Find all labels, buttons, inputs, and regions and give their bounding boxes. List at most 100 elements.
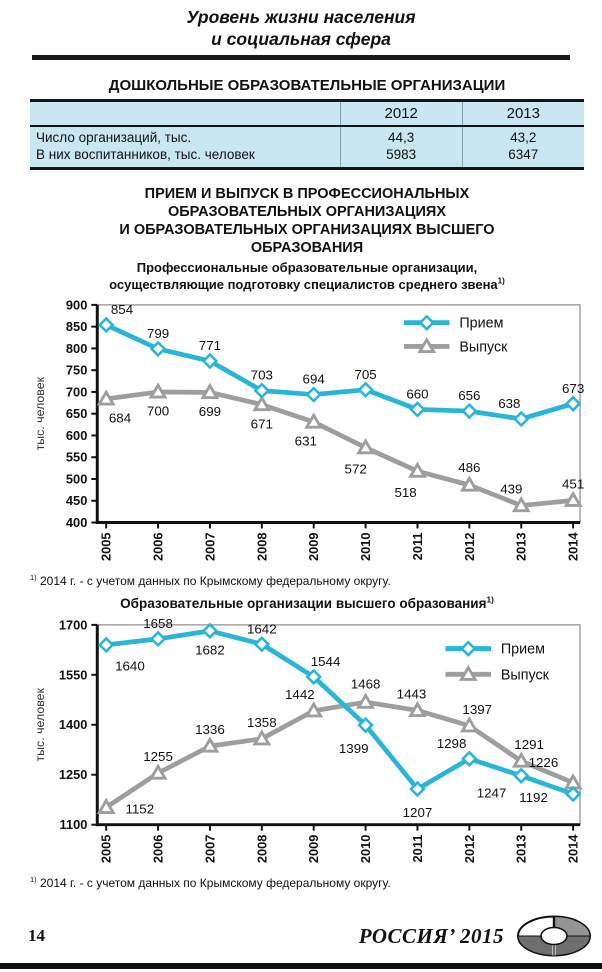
data-label: 684 — [109, 411, 132, 426]
y-tick-label: 850 — [66, 319, 87, 334]
triangle-marker — [511, 751, 531, 768]
data-label: 1358 — [247, 715, 277, 730]
data-label: 638 — [498, 396, 520, 411]
x-tick-label: 2013 — [514, 533, 529, 562]
series-line — [105, 389, 574, 509]
y-tick-label: 1100 — [60, 817, 88, 832]
triangle-marker — [200, 736, 220, 753]
triangle-marker — [408, 461, 427, 478]
data-label: 1152 — [125, 802, 154, 817]
diamond-marker — [459, 640, 477, 658]
diamond-marker — [253, 636, 271, 653]
data-label: 486 — [458, 460, 480, 475]
legend-label: Прием — [459, 316, 503, 332]
diamond-marker — [253, 382, 271, 400]
chart2-footnote: 1) 2014 г. - с учетом данных по Крымском… — [30, 875, 391, 891]
table-col-header-2012: 2012 — [339, 100, 463, 128]
chart-higher-education-admission-graduation: 1100 1250 1400 1550 1700 2005 2006 2007 2008 2009… — [30, 613, 584, 874]
x-tick-label: 2008 — [254, 835, 269, 864]
data-label: 673 — [562, 381, 584, 396]
section-title: ПРИЕМ И ВЫПУСК В ПРОФЕССИОНАЛЬНЫХ ОБРАЗО… — [30, 185, 584, 257]
triangle-marker — [459, 716, 479, 733]
section-title-line2: ОБРАЗОВАТЕЛЬНЫХ ОРГАНИЗАЦИЯХ — [167, 204, 446, 221]
y-tick-label: 1700 — [59, 618, 88, 633]
triangle-marker — [563, 490, 583, 508]
table-header-row: 2012 2013 — [30, 100, 584, 128]
data-label: 1443 — [397, 687, 427, 702]
y-tick-label: 400 — [66, 515, 87, 530]
y-tick-label: 650 — [66, 406, 87, 421]
x-tick-label: 2010 — [358, 533, 373, 562]
triangle-marker — [408, 701, 427, 718]
chart-svg: 400 450 500 550 600 650 700 750 800 850 900 2005 200… — [33, 298, 584, 562]
footnote-marker: 1) — [486, 594, 494, 605]
data-label: 1544 — [311, 654, 341, 669]
table-row: Число организаций, тыс. 44,3 43,2 — [30, 126, 584, 147]
diamond-marker — [418, 314, 435, 332]
data-label: 518 — [394, 485, 416, 500]
data-label: 694 — [303, 372, 326, 387]
data-label: 1207 — [403, 805, 433, 820]
triangle-marker — [96, 798, 116, 815]
data-label: 1247 — [477, 786, 507, 801]
diamond-marker — [305, 386, 322, 404]
y-tick-label: 1250 — [59, 767, 88, 782]
data-label: 854 — [111, 302, 134, 317]
y-tick-label: 1550 — [59, 668, 88, 683]
y-tick-label: 700 — [66, 385, 87, 400]
y-tick-label: 600 — [66, 428, 87, 443]
data-label: 700 — [147, 404, 169, 419]
preschool-table-title: ДОШКОЛЬНЫЕ ОБРАЗОВАТЕЛЬНЫЕ ОРГАНИЗАЦИИ — [108, 77, 506, 94]
x-tick-label: 2008 — [254, 533, 269, 562]
legend-label: Прием — [501, 642, 545, 658]
page-title-line1: Уровень жизни населения — [186, 7, 416, 27]
triangle-marker — [356, 692, 376, 709]
row-value-2012: 44,3 — [339, 126, 463, 147]
chart1-title: Профессиональные образовательные организ… — [30, 260, 584, 293]
data-label: 1291 — [514, 737, 544, 752]
x-tick-label: 2014 — [566, 532, 581, 561]
footnote-marker: 1) — [30, 875, 37, 885]
edition-block: РОССИЯ’ 2015 — [359, 915, 592, 957]
y-axis-title: тыс. человек — [33, 377, 47, 451]
x-tick-label: 2007 — [202, 533, 217, 562]
diamond-marker — [357, 717, 374, 734]
data-label: 1468 — [351, 677, 381, 692]
x-tick-label: 2011 — [410, 835, 425, 863]
chart1-title-line2: осуществляющие подготовку специалистов с… — [109, 276, 505, 292]
data-label: 631 — [295, 434, 317, 449]
x-tick-label: 2006 — [151, 835, 166, 864]
data-label: 1399 — [339, 741, 369, 756]
row-value-2013: 43,2 — [461, 126, 584, 147]
diamond-marker — [564, 786, 582, 803]
footnote-marker: 1) — [30, 573, 37, 583]
data-label: 1442 — [285, 687, 315, 702]
y-tick-label: 550 — [66, 450, 87, 465]
x-tick-label: 2014 — [566, 834, 581, 863]
x-tick-label: 2012 — [462, 533, 477, 562]
publisher-logo-icon — [517, 915, 591, 957]
data-label: 771 — [199, 338, 221, 353]
diamond-marker — [512, 410, 530, 428]
chart2-title: Образовательные организации высшего обра… — [120, 594, 494, 612]
triangle-marker — [458, 664, 478, 682]
diamond-marker — [461, 403, 478, 420]
section-title-line1: ПРИЕМ И ВЫПУСК В ПРОФЕССИОНАЛЬНЫХ — [144, 186, 470, 203]
triangle-marker — [148, 382, 168, 399]
page-footer: 14 РОССИЯ’ 2015 — [0, 915, 602, 963]
diamond-marker — [357, 381, 374, 399]
x-tick-label: 2011 — [410, 533, 425, 561]
x-tick-label: 2013 — [514, 835, 529, 864]
footnote-marker: 1) — [497, 276, 505, 286]
page-content: ДОШКОЛЬНЫЕ ОБРАЗОВАТЕЛЬНЫЕ ОРГАНИЗАЦИИ 2… — [0, 60, 602, 890]
triangle-marker — [252, 729, 272, 746]
preschool-table: 2012 2013 Число организаций, тыс. 44,3 4… — [30, 99, 584, 171]
row-label: Число организаций, тыс. — [36, 130, 192, 146]
data-label: 799 — [147, 326, 169, 341]
row-value-2012: 5983 — [339, 146, 463, 169]
diamond-marker — [149, 630, 167, 648]
header-rule — [32, 55, 570, 60]
y-tick-label: 1400 — [59, 717, 88, 732]
triangle-marker — [459, 475, 479, 492]
row-value-2013: 6347 — [461, 146, 584, 169]
